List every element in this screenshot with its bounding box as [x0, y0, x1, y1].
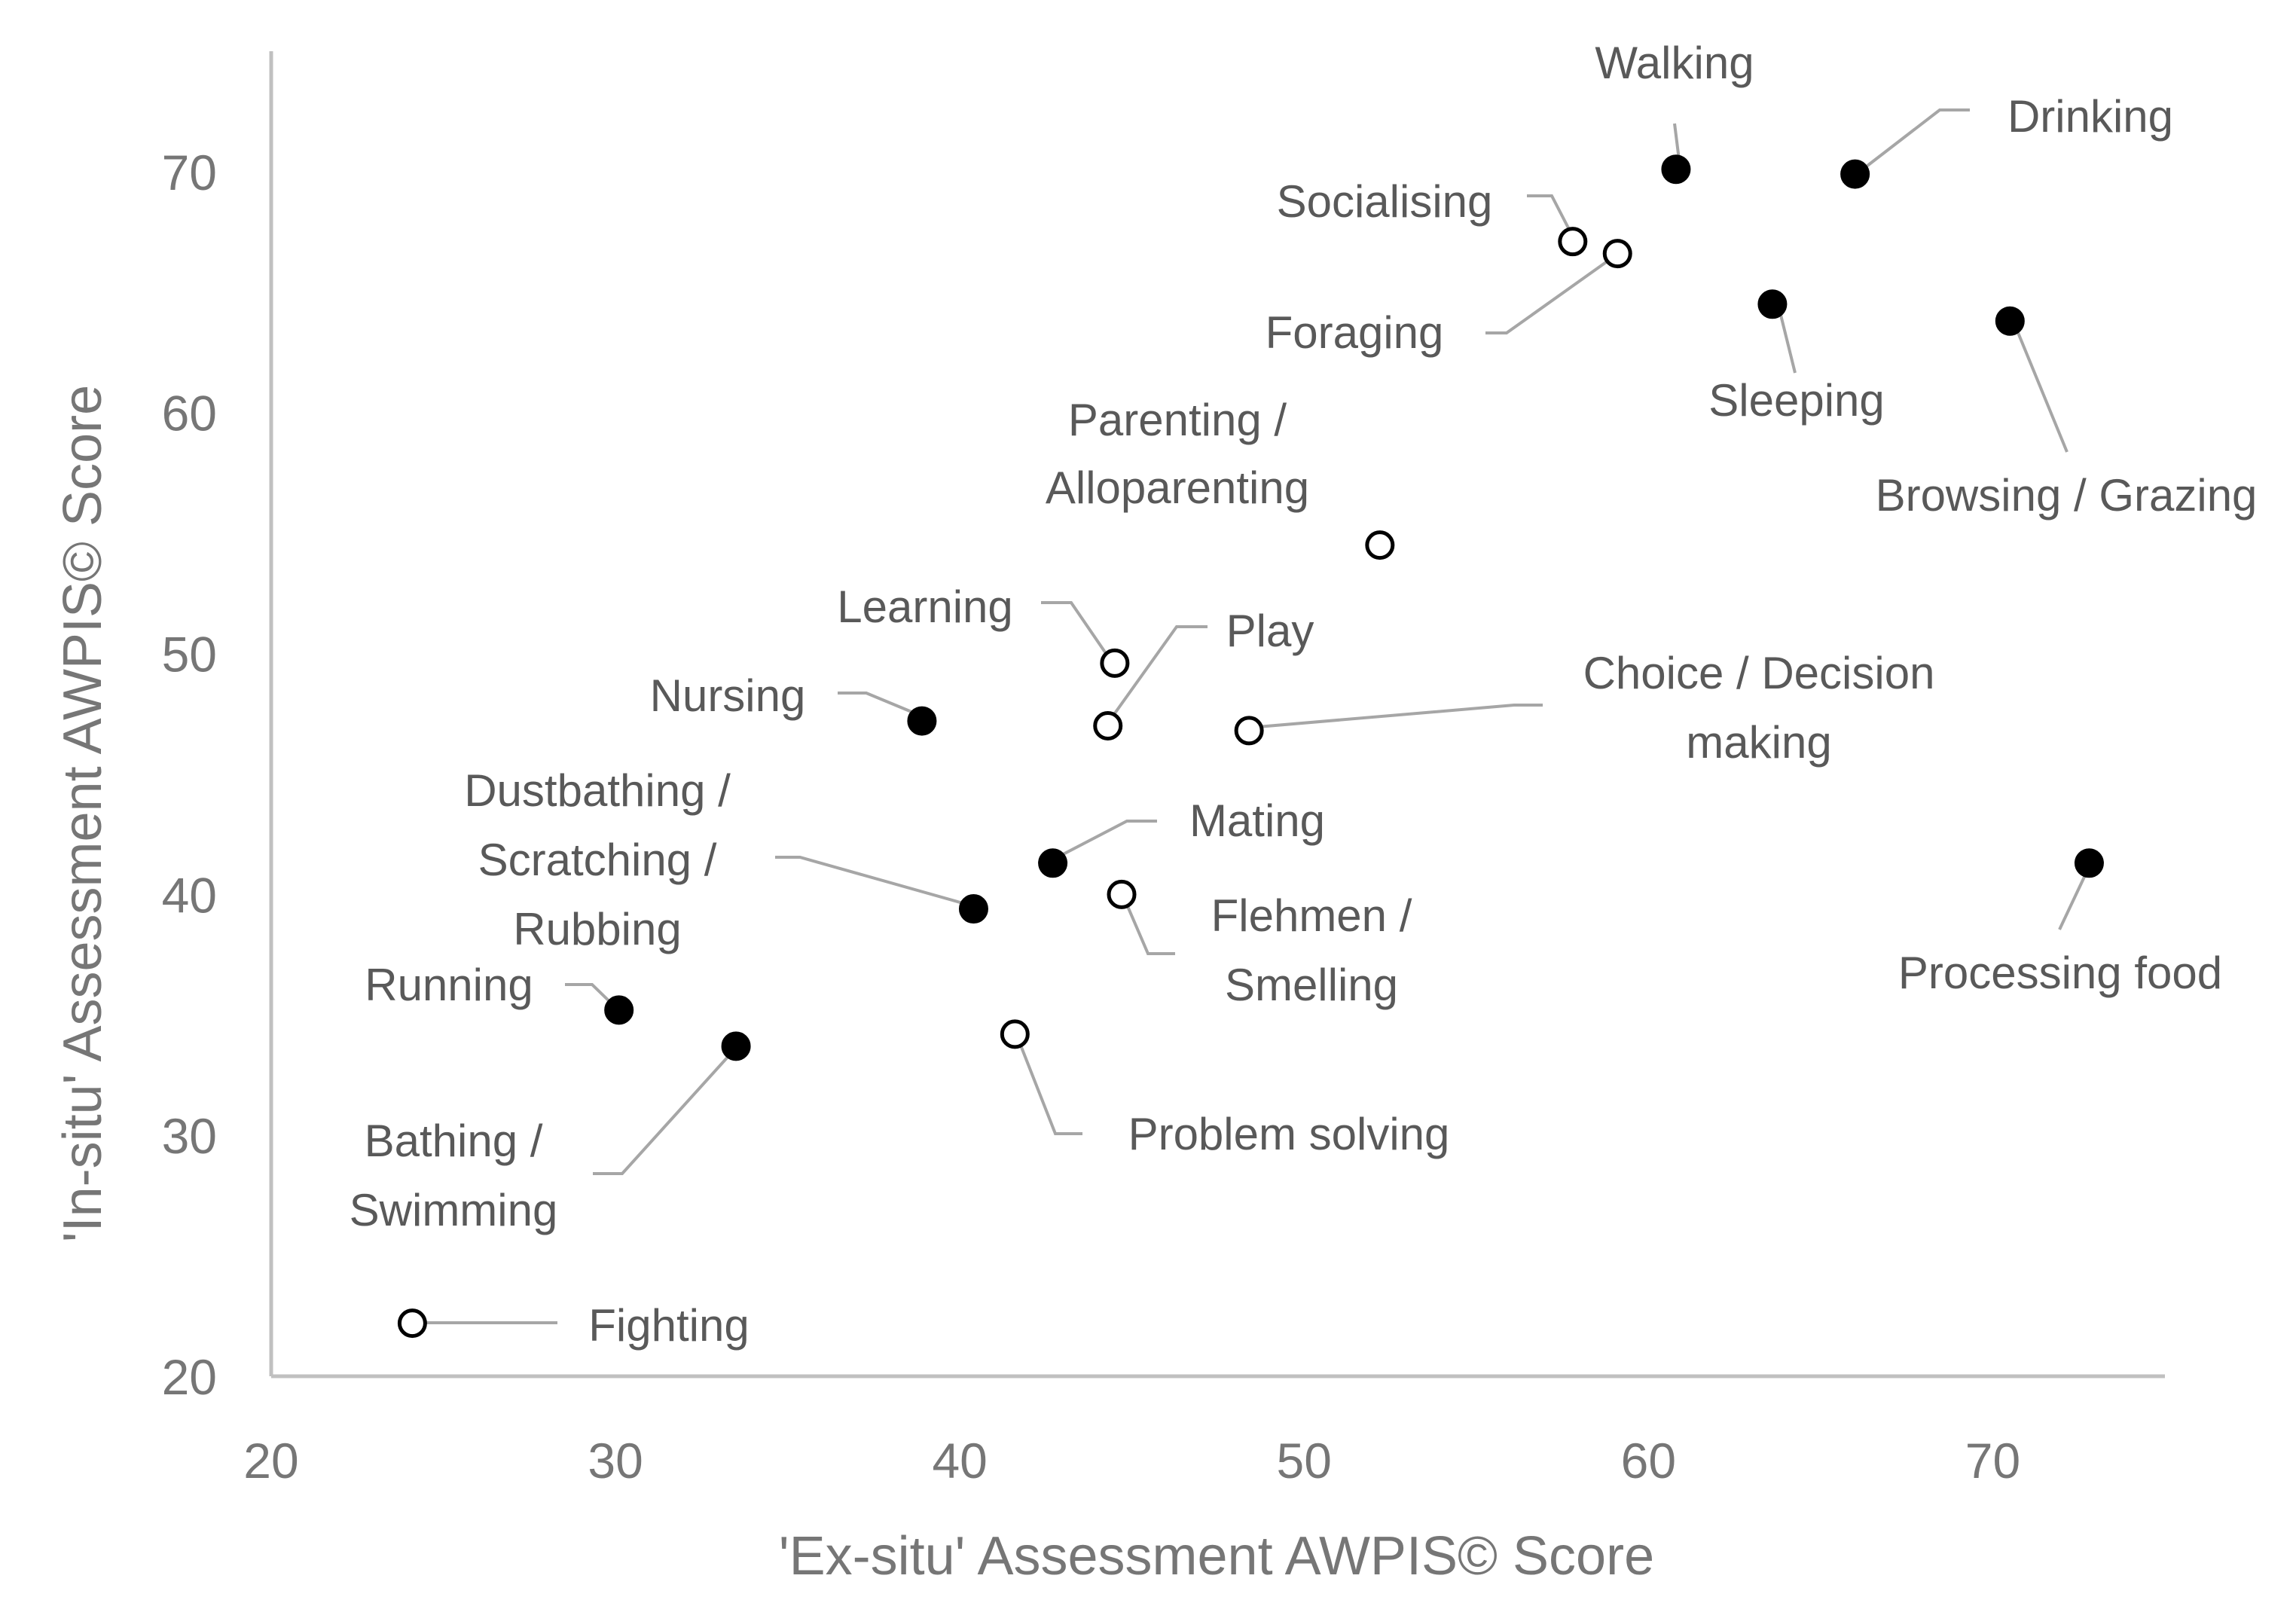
open-point	[1093, 710, 1123, 740]
point-label: Processing food	[1898, 948, 2222, 998]
x-tick-label: 60	[1621, 1433, 1676, 1488]
filled-point	[1038, 848, 1068, 878]
x-axis-title: 'Ex-situ' Assessment AWPIS© Score	[779, 1526, 1654, 1586]
open-point	[1234, 716, 1264, 746]
point-label: Fighting	[588, 1300, 749, 1351]
point-label: Learning	[837, 582, 1013, 632]
point-labels: Walking Drinking Socialising Foraging Sleepi…	[350, 38, 2258, 1351]
point-label: Flehmen / Smelling	[1211, 890, 1412, 1010]
open-point	[1100, 648, 1130, 678]
point-label: Foraging	[1266, 307, 1444, 358]
open-point	[1365, 530, 1395, 560]
open-point	[1107, 879, 1137, 909]
leader-line	[2012, 321, 2069, 453]
leader-line	[1041, 601, 1112, 661]
point-label: Socialising	[1277, 176, 1493, 227]
filled-point	[907, 706, 937, 736]
leader-line	[1856, 108, 1970, 175]
leader-line	[1051, 820, 1157, 862]
open-point	[1000, 1019, 1030, 1049]
point-label: Running	[365, 960, 533, 1010]
y-tick-label: 20	[162, 1349, 217, 1405]
leader-line	[775, 856, 977, 908]
filled-point	[1661, 154, 1691, 185]
leader-line	[593, 1046, 738, 1175]
filled-point	[1757, 289, 1788, 319]
y-tick-labels: 20 30 40 50 60 70	[162, 145, 217, 1405]
leader-line	[1485, 252, 1620, 334]
point-label: Bathing / Swimming	[350, 1116, 558, 1235]
leader-line	[1121, 893, 1175, 955]
y-tick-label: 50	[162, 627, 217, 682]
data-points	[397, 154, 2104, 1339]
x-tick-label: 40	[932, 1433, 987, 1488]
x-tick-label: 30	[588, 1433, 643, 1488]
point-label: Drinking	[2007, 91, 2173, 142]
open-point	[1602, 239, 1632, 269]
y-tick-label: 30	[162, 1108, 217, 1164]
y-tick-label: 70	[162, 145, 217, 200]
x-tick-label: 20	[243, 1433, 298, 1488]
point-label: Play	[1226, 606, 1314, 656]
filled-point	[958, 894, 988, 924]
x-tick-label: 70	[1965, 1433, 2020, 1488]
axes	[269, 51, 2165, 1379]
filled-point	[1840, 159, 1870, 189]
filled-point	[2074, 848, 2104, 878]
point-label: Nursing	[650, 670, 806, 721]
y-tick-label: 40	[162, 867, 217, 923]
open-point	[397, 1308, 427, 1339]
open-point	[1558, 227, 1588, 257]
point-label: Sleeping	[1708, 375, 1885, 426]
point-label: Parenting / Alloparenting	[1046, 395, 1309, 513]
leader-line	[1107, 625, 1208, 723]
leader-line	[1015, 1035, 1082, 1135]
x-tick-label: 50	[1277, 1433, 1332, 1488]
filled-point	[721, 1031, 751, 1061]
filled-point	[1995, 306, 2025, 336]
point-label: Choice / Decision making	[1583, 648, 1935, 768]
leader-line	[838, 692, 925, 719]
leader-line	[1248, 704, 1543, 729]
filled-point	[604, 995, 634, 1025]
x-tick-labels: 20 30 40 50 60 70	[243, 1433, 2020, 1488]
point-label: Browsing / Grazing	[1876, 470, 2258, 521]
leader-line	[1527, 194, 1576, 240]
y-axis-title: 'In-situ' Assessment AWPIS© Score	[53, 385, 113, 1242]
y-tick-label: 60	[162, 386, 217, 441]
point-label: Walking	[1595, 38, 1754, 88]
point-label: Problem solving	[1128, 1109, 1450, 1159]
point-label: Mating	[1189, 795, 1325, 846]
point-label: Dustbathing / Scratching / Rubbing	[464, 765, 731, 954]
